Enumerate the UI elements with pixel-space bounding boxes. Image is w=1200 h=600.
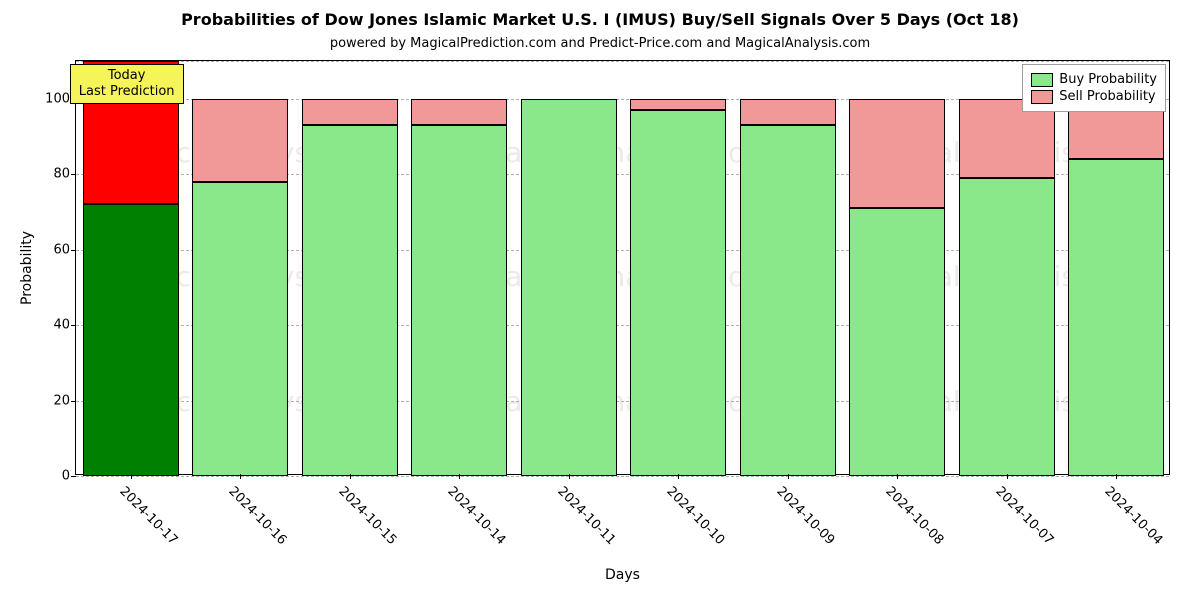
- x-tick-label: 2024-10-10: [664, 484, 728, 548]
- x-tick-label: 2024-10-17: [116, 484, 180, 548]
- bar-buy: [302, 125, 398, 476]
- bar-sell: [849, 99, 945, 208]
- bar-buy: [83, 204, 179, 476]
- bar-buy: [959, 178, 1055, 476]
- today-annotation-line2: Last Prediction: [79, 84, 175, 100]
- x-tick-label: 2024-10-07: [992, 484, 1056, 548]
- x-tick-mark: [131, 474, 132, 479]
- x-tick-label: 2024-10-11: [554, 484, 618, 548]
- gridline: [76, 61, 1169, 62]
- bar-buy: [740, 125, 836, 476]
- x-tick-mark: [569, 474, 570, 479]
- x-tick-mark: [1116, 474, 1117, 479]
- bar-buy: [1068, 159, 1164, 476]
- x-tick-label: 2024-10-04: [1102, 484, 1166, 548]
- bar-sell: [302, 99, 398, 125]
- legend-swatch-buy: [1031, 73, 1053, 87]
- bar-buy: [192, 182, 288, 476]
- today-annotation-line1: Today: [79, 68, 175, 84]
- x-tick-mark: [1007, 474, 1008, 479]
- legend-item-sell: Sell Probability: [1031, 89, 1157, 104]
- bar-buy: [521, 99, 617, 476]
- x-tick-label: 2024-10-16: [226, 484, 290, 548]
- today-annotation: Today Last Prediction: [70, 64, 184, 105]
- bar-buy: [630, 110, 726, 476]
- y-tick-mark: [71, 476, 76, 477]
- bar-sell: [411, 99, 507, 125]
- chart-container: Probabilities of Dow Jones Islamic Marke…: [0, 0, 1200, 600]
- legend-item-buy: Buy Probability: [1031, 72, 1157, 87]
- x-tick-mark: [788, 474, 789, 479]
- legend: Buy Probability Sell Probability: [1022, 64, 1166, 112]
- x-tick-label: 2024-10-14: [445, 484, 509, 548]
- legend-swatch-sell: [1031, 90, 1053, 104]
- x-tick-mark: [350, 474, 351, 479]
- bar-buy: [411, 125, 507, 476]
- y-tick-mark: [71, 174, 76, 175]
- bar-sell: [630, 99, 726, 110]
- y-tick-mark: [71, 401, 76, 402]
- x-tick-mark: [240, 474, 241, 479]
- chart-subtitle: powered by MagicalPrediction.com and Pre…: [0, 36, 1200, 51]
- chart-title: Probabilities of Dow Jones Islamic Marke…: [0, 10, 1200, 29]
- y-tick-mark: [71, 325, 76, 326]
- x-tick-mark: [459, 474, 460, 479]
- x-tick-mark: [678, 474, 679, 479]
- x-tick-label: 2024-10-09: [773, 484, 837, 548]
- x-tick-label: 2024-10-08: [883, 484, 947, 548]
- x-tick-mark: [897, 474, 898, 479]
- plot-area: MagicalAnalysis.comMagicalAnalysis.comMa…: [75, 60, 1170, 475]
- bar-sell: [192, 99, 288, 182]
- y-tick-mark: [71, 250, 76, 251]
- legend-label-sell: Sell Probability: [1059, 89, 1155, 104]
- y-axis-label: Probability: [19, 230, 35, 304]
- x-tick-label: 2024-10-15: [335, 484, 399, 548]
- legend-label-buy: Buy Probability: [1059, 72, 1157, 87]
- bar-buy: [849, 208, 945, 476]
- x-axis-label: Days: [605, 567, 640, 583]
- bar-sell: [740, 99, 836, 125]
